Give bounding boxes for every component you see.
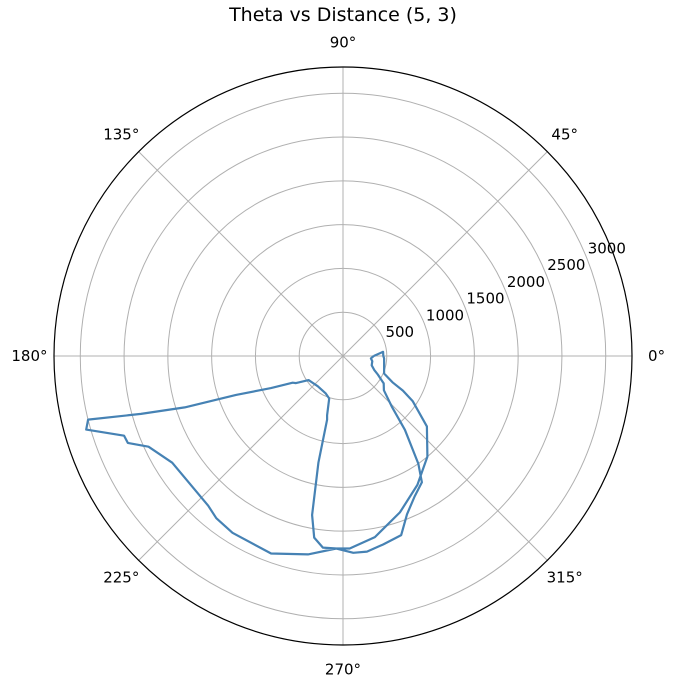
theta-tick-label: 0°: [648, 347, 665, 365]
radial-tick-label: 1000: [426, 306, 464, 324]
angular-gridline: [138, 355, 344, 561]
angular-gridline: [342, 151, 548, 357]
chart-title: Theta vs Distance (5, 3): [228, 4, 457, 26]
polar-spine: [53, 66, 633, 646]
radial-tick-label: 2500: [547, 256, 585, 274]
angular-gridline: [342, 355, 548, 561]
theta-tick-labels: 0° 45° 90° 135° 180° 225° 270° 315°: [11, 33, 665, 678]
theta-tick-label: 315°: [547, 569, 583, 587]
theta-tick-label: 180°: [11, 347, 47, 365]
theta-tick-label: 90°: [330, 33, 357, 51]
theta-tick-label: 135°: [103, 125, 139, 143]
angular-gridline: [138, 151, 344, 357]
theta-tick-label: 270°: [325, 661, 361, 679]
radial-tick-label: 1500: [466, 290, 504, 308]
series-layer: [85, 350, 429, 556]
radial-tick-label: 500: [385, 323, 414, 341]
grid-layer: [53, 66, 633, 646]
radial-tick-label: 3000: [588, 239, 626, 257]
radial-tick-label: 2000: [507, 273, 545, 291]
theta-tick-label: 45°: [551, 125, 578, 143]
theta-tick-label: 225°: [103, 569, 139, 587]
distance-series-line: [85, 350, 429, 556]
